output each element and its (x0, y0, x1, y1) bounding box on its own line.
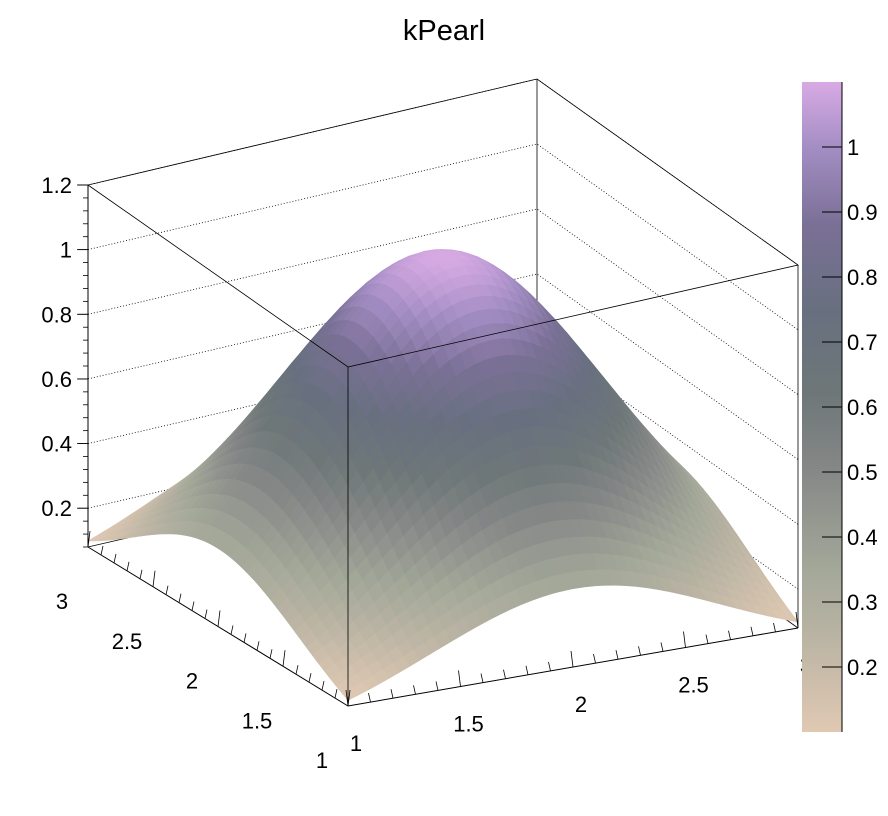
y-tick (152, 570, 156, 587)
x-tick (773, 622, 776, 632)
x-tick (795, 611, 799, 629)
palette-tick-label: 0.8 (847, 265, 878, 290)
axes: 11.522.5311.522.530.20.40.60.811.2 (41, 173, 812, 773)
z-tick-label: 0.8 (41, 302, 72, 327)
x-tick (390, 689, 394, 699)
x-tick-label: 2.5 (678, 673, 709, 698)
z-gridline (87, 143, 799, 331)
y-tick (230, 625, 234, 635)
x-tick-label: 1.5 (453, 712, 484, 737)
palette-tick-label: 1 (847, 135, 859, 160)
x-tick (435, 681, 439, 691)
y-tick (243, 633, 247, 643)
x-tick (525, 665, 529, 675)
x-tick-label: 1 (350, 731, 362, 756)
z-tick-label: 0.6 (41, 367, 72, 392)
y-tick (165, 585, 169, 595)
y-tick (191, 601, 195, 611)
palette-tick-label: 0.4 (847, 525, 878, 550)
y-tick (269, 649, 273, 659)
surface (86, 249, 799, 701)
x-tick (480, 673, 484, 683)
x-tick (638, 646, 641, 656)
y-tick (321, 681, 325, 691)
z-gridline (87, 273, 799, 460)
x-tick (660, 642, 664, 652)
y-tick (178, 593, 182, 603)
x-tick (615, 650, 619, 660)
palette-tick-label: 0.3 (847, 590, 878, 615)
y-tick (126, 561, 130, 571)
y-tick (256, 641, 260, 651)
y-tick (204, 609, 208, 619)
x-tick (368, 693, 371, 703)
box-top-edge (87, 78, 799, 368)
x-tick (458, 670, 461, 687)
y-tick (282, 650, 286, 667)
y-tick (217, 610, 221, 627)
y-tick-label: 1.5 (242, 708, 273, 733)
z-tick-label: 1.2 (41, 173, 72, 198)
x-tick (345, 689, 349, 707)
chart-title: kPearl (403, 15, 485, 47)
y-tick (139, 569, 143, 579)
y-tick (334, 688, 338, 699)
z-gridline (87, 338, 799, 525)
x-tick (503, 669, 506, 679)
z-tick-label: 1 (60, 238, 72, 263)
y-tick (295, 665, 299, 675)
y-tick (308, 673, 312, 683)
palette-tick-label: 0.5 (847, 460, 878, 485)
palette-tick-label: 0.7 (847, 330, 878, 355)
z-tick-label: 0.4 (41, 432, 72, 457)
surface-patch (341, 687, 359, 701)
y-tick (347, 689, 351, 707)
z-gridline (87, 78, 799, 266)
x-tick (705, 634, 709, 644)
y-tick (113, 553, 117, 563)
x-tick (570, 650, 574, 668)
palette-tick-label: 0.9 (847, 200, 878, 225)
y-tick-label: 2 (186, 669, 198, 694)
x-tick (750, 626, 754, 636)
x-tick (413, 685, 416, 695)
y-tick (100, 545, 104, 556)
x-tick (728, 630, 731, 640)
x-tick (683, 631, 686, 648)
palette-tick-label: 0.2 (847, 655, 878, 680)
x-tick-label: 2 (575, 692, 587, 717)
z-gridline (87, 208, 799, 395)
z-tick-label: 0.2 (41, 496, 72, 521)
x-tick (593, 654, 596, 664)
color-palette: 0.2 0.3 0.4 0.5 0.6 0.7 0.8 0.9 1 (802, 82, 878, 732)
y-tick-label: 1 (316, 748, 328, 773)
palette-tick-label: 0.6 (847, 395, 878, 420)
x-tick (548, 661, 551, 671)
y-tick-label: 3 (56, 589, 68, 614)
y-tick-label: 2.5 (112, 629, 143, 654)
